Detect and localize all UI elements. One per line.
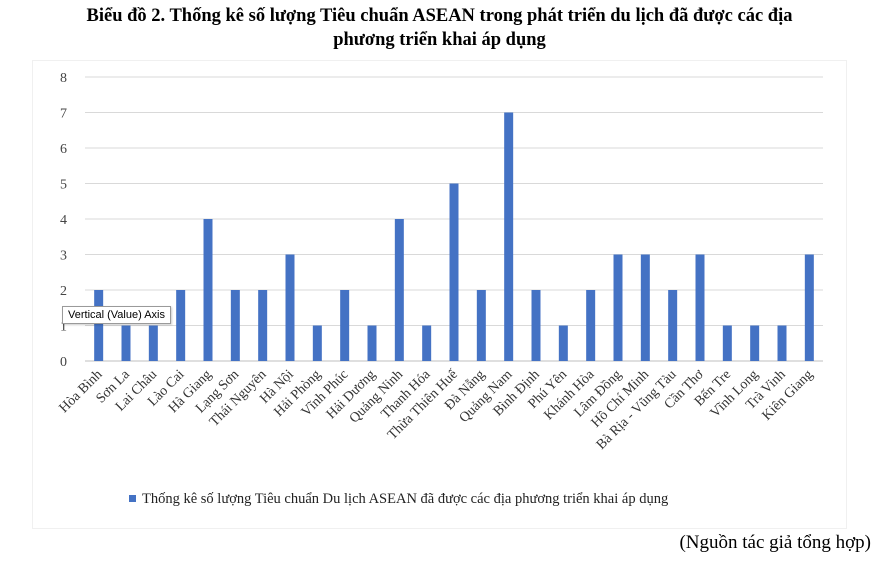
bar[interactable] (148, 325, 158, 362)
bar[interactable] (586, 290, 596, 361)
bar[interactable] (394, 219, 404, 361)
bar[interactable] (230, 290, 240, 361)
bar[interactable] (476, 290, 486, 361)
bar[interactable] (312, 325, 322, 362)
legend-entry: Thống kê số lượng Tiêu chuẩn Du lịch ASE… (142, 491, 668, 507)
bar[interactable] (695, 254, 705, 362)
source-note: (Nguồn tác giả tổng hợp) (679, 532, 871, 553)
bar[interactable] (258, 290, 268, 361)
bar[interactable] (558, 325, 568, 362)
y-tick-label: 7 (60, 107, 67, 122)
bar[interactable] (504, 112, 514, 362)
y-tick-label: 2 (60, 284, 67, 299)
legend-swatch (129, 495, 136, 502)
y-tick-label: 8 (60, 71, 67, 86)
y-tick-label: 5 (60, 178, 67, 193)
bar[interactable] (340, 290, 350, 361)
bar[interactable] (531, 290, 541, 361)
bar[interactable] (777, 325, 787, 362)
chart-title-line-1: Biểu đồ 2. Thống kê số lượng Tiêu chuẩn … (86, 6, 793, 26)
bar[interactable] (422, 325, 432, 362)
bar[interactable] (176, 290, 186, 361)
y-tick-label: 4 (60, 213, 67, 228)
bar[interactable] (449, 183, 459, 362)
y-tick-label: 3 (60, 249, 67, 264)
bar[interactable] (203, 219, 213, 361)
chart-title-line-2: phương triển khai áp dụng (333, 30, 546, 50)
bars (94, 112, 814, 362)
bar[interactable] (613, 254, 623, 362)
chart-area[interactable]: 0 1 2 3 4 5 6 7 8 Hòa Bình Sơn La Lai Châu Lào Cai H… (32, 60, 847, 529)
bar[interactable] (121, 325, 131, 362)
bar[interactable] (640, 254, 650, 362)
y-axis-tick-labels: 0 1 2 3 4 5 6 7 8 (60, 71, 67, 370)
y-tick-label: 0 (60, 355, 67, 370)
chart-title: Biểu đồ 2. Thống kê số lượng Tiêu chuẩn … (0, 4, 879, 52)
bar[interactable] (94, 290, 104, 361)
bar[interactable] (750, 325, 760, 362)
bar[interactable] (367, 325, 377, 362)
bar[interactable] (804, 254, 814, 362)
axis-tooltip: Vertical (Value) Axis (62, 306, 172, 324)
y-tick-label: 1 (60, 320, 67, 335)
bar[interactable] (668, 290, 678, 361)
legend: Thống kê số lượng Tiêu chuẩn Du lịch ASE… (129, 491, 668, 507)
bar[interactable] (722, 325, 732, 362)
bar[interactable] (285, 254, 295, 362)
y-tick-label: 6 (60, 142, 67, 157)
